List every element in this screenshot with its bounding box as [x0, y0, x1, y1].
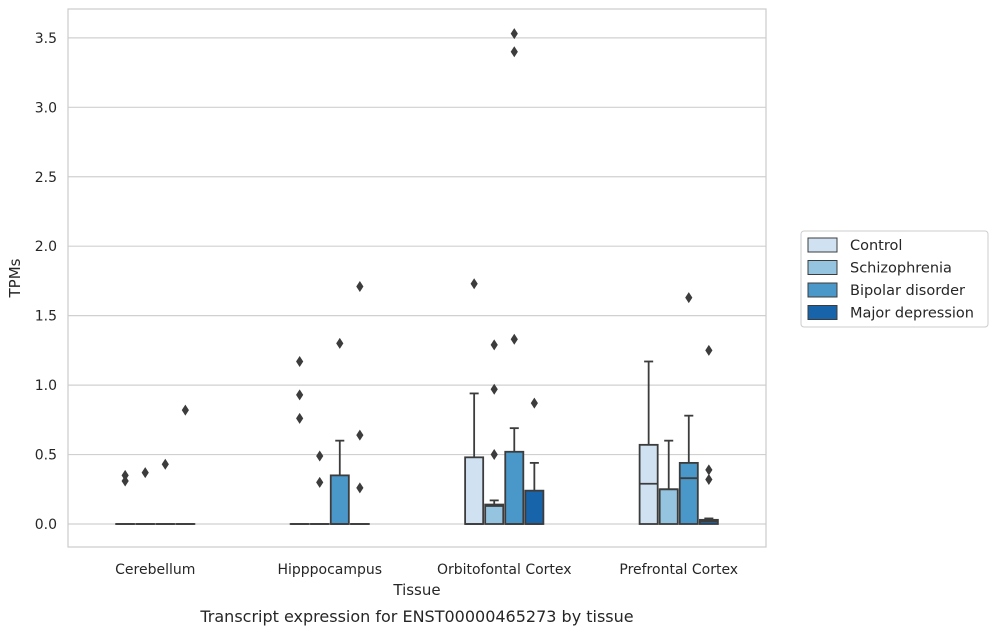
y-axis-label: TPMs: [6, 258, 24, 298]
legend-swatch-bipolar-disorder: [807, 282, 838, 298]
box-schizophrenia-prefrontal-cortex: [658, 439, 679, 525]
outlier-point: [510, 333, 518, 345]
boxes: [115, 360, 719, 525]
legend-label-bipolar-disorder: Bipolar disorder: [850, 283, 965, 299]
x-tick-labels: Cerebellum Hipppocampus Orbitofontal Corte…: [115, 562, 738, 578]
box-major-depression-orbitofontal-cortex: [524, 461, 545, 525]
outlier-point: [161, 458, 169, 470]
box-iqr: [658, 488, 679, 525]
outlier-point: [356, 482, 364, 494]
y-tick-label: 2.0: [35, 239, 57, 255]
legend-label-major-depression: Major depression: [850, 306, 974, 322]
y-tick-label: 0.0: [35, 517, 57, 533]
outlier-point: [316, 476, 324, 488]
outliers: [121, 28, 713, 494]
y-tick-label: 0.5: [35, 448, 57, 464]
outlier-point: [705, 344, 713, 356]
box-control-orbitofontal-cortex: [464, 392, 485, 525]
outlier-point: [685, 292, 693, 304]
outlier-point: [705, 474, 713, 486]
x-axis-label: Tissue: [392, 581, 440, 599]
outlier-point: [141, 467, 149, 479]
grid-lines: [68, 37, 766, 525]
outlier-point: [470, 278, 478, 290]
plot-frame: [67, 8, 767, 548]
chart-caption: Transcript expression for ENST0000046527…: [199, 607, 633, 626]
y-tick-label: 1.0: [35, 378, 57, 394]
outlier-point: [510, 28, 518, 40]
outlier-point: [121, 469, 129, 481]
box-bipolar-disorder-orbitofontal-cortex: [504, 427, 525, 525]
x-tick-label: Prefrontal Cortex: [619, 562, 738, 578]
outlier-point: [296, 389, 304, 401]
box-bipolar-disorder-prefrontal-cortex: [678, 414, 699, 525]
outlier-point: [296, 412, 304, 424]
box-bipolar-disorder-hipppocampus: [329, 439, 350, 525]
outlier-point: [705, 464, 713, 476]
y-tick-label: 2.5: [35, 170, 57, 186]
outlier-point: [356, 429, 364, 441]
outlier-point: [316, 450, 324, 462]
box-iqr: [464, 456, 485, 525]
outlier-point: [530, 397, 538, 409]
legend-label-schizophrenia: Schizophrenia: [850, 261, 952, 277]
box-control-prefrontal-cortex: [638, 360, 659, 525]
y-tick-label: 3.0: [35, 100, 57, 116]
x-tick-label: Orbitofontal Cortex: [437, 562, 572, 578]
outlier-point: [181, 404, 189, 416]
box-iqr: [329, 474, 350, 525]
y-tick-labels: 0.0 0.5 1.0 1.5 2.0 2.5 3.0 3.5: [35, 31, 57, 533]
legend-swatch-control: [807, 237, 838, 253]
legend-swatch-schizophrenia: [807, 260, 838, 275]
outlier-point: [490, 383, 498, 395]
box-schizophrenia-orbitofontal-cortex: [484, 499, 505, 525]
outlier-point: [510, 46, 518, 58]
outlier-point: [490, 449, 498, 461]
box-iqr: [524, 489, 545, 525]
legend-swatch-major-depression: [807, 305, 838, 320]
legend-frame: [800, 230, 989, 328]
outlier-point: [356, 280, 364, 292]
y-tick-label: 1.5: [35, 309, 57, 325]
box-iqr: [484, 503, 505, 525]
legend: Control Schizophrenia Bipolar disorder Majo…: [800, 230, 989, 328]
box-iqr: [504, 450, 525, 525]
outlier-point: [490, 339, 498, 351]
x-tick-label: Cerebellum: [115, 562, 195, 578]
outlier-point: [121, 475, 129, 487]
y-tick-label: 3.5: [35, 31, 57, 47]
box-iqr: [678, 461, 699, 525]
box-major-depression-prefrontal-cortex: [698, 517, 719, 525]
x-tick-label: Hipppocampus: [277, 562, 382, 578]
outlier-point: [296, 355, 304, 367]
legend-label-control: Control: [850, 238, 902, 254]
outlier-point: [336, 337, 344, 349]
